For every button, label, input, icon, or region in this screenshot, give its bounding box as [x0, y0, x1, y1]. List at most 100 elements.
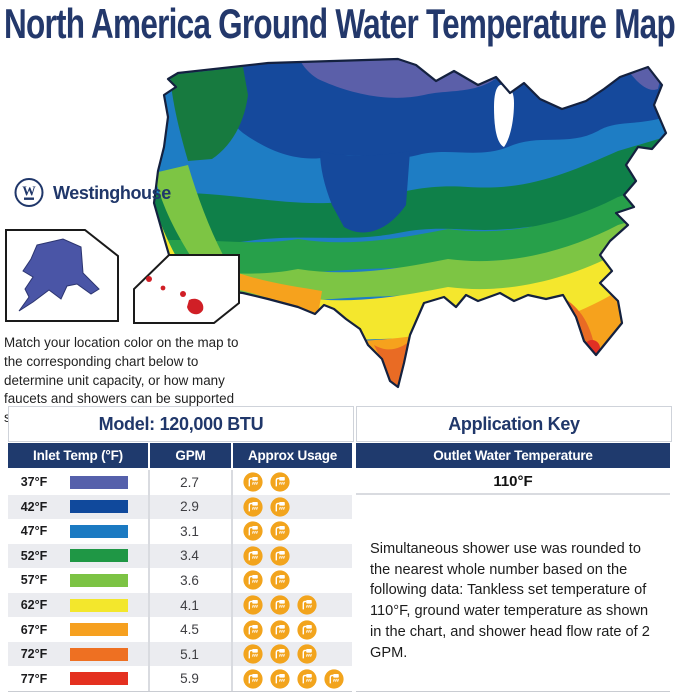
usage-icons [231, 619, 352, 640]
shower-icon [243, 497, 263, 517]
col-gpm: GPM [150, 443, 231, 468]
usage-icons [231, 497, 352, 517]
gpm-value: 4.5 [180, 622, 199, 638]
zone-navy-rockies [320, 151, 410, 233]
gpm-value: 3.6 [180, 572, 199, 588]
shower-icon [270, 521, 290, 541]
temp-color-swatch [70, 623, 128, 637]
shower-icon [270, 669, 290, 689]
shower-icon [243, 644, 263, 664]
shower-icon [270, 570, 290, 591]
temp-color-swatch [70, 672, 128, 686]
page-title: North America Ground Water Temperature M… [4, 0, 676, 47]
inlet-temp-label: 47°F [20, 524, 48, 539]
shower-icon [324, 669, 344, 689]
usage-icons [231, 546, 352, 566]
application-note: Simultaneous shower use was rounded to t… [370, 541, 650, 661]
gpm-value: 2.9 [180, 499, 199, 515]
table-row: 52°F 3.4 [8, 543, 352, 569]
temp-color-swatch [70, 500, 128, 514]
shower-icon [270, 497, 290, 517]
inlet-temp-label: 67°F [20, 622, 48, 637]
temp-color-swatch [70, 598, 128, 612]
usage-icons [231, 595, 352, 615]
shower-icon [243, 521, 263, 541]
column-header-row: Inlet Temp (°F) GPM Approx Usage [8, 443, 352, 468]
zone-coastgreen-pnw [170, 67, 248, 161]
gpm-value: 4.1 [180, 597, 199, 613]
gpm-value: 2.7 [180, 474, 199, 490]
zone-lightgreen [154, 209, 666, 305]
shower-icon [270, 595, 290, 615]
shower-icon [270, 619, 290, 640]
col-approx-usage: Approx Usage [233, 443, 352, 468]
hawaii-inset [133, 254, 240, 324]
intro-text: Match your location color on the map to … [4, 335, 239, 425]
table-row: 77°F 5.9 [8, 666, 352, 691]
zone-teal [154, 135, 666, 245]
svg-text:W: W [22, 184, 36, 199]
column-divider [148, 470, 150, 691]
hawaii-islands [146, 276, 204, 315]
zone-green [154, 181, 666, 277]
brand-lockup: W Westinghouse [12, 176, 171, 210]
inlet-temp-label: 42°F [20, 499, 48, 514]
inlet-temp-label: 77°F [20, 671, 48, 686]
zone-darkorange-florida [556, 297, 596, 355]
temp-color-swatch [70, 475, 128, 489]
table-row: 37°F 2.7 [8, 470, 352, 495]
shower-icon [243, 546, 263, 566]
column-divider [231, 470, 233, 691]
usage-icons [231, 570, 352, 591]
application-key-header: Application Key [356, 406, 672, 442]
table-row: 47°F 3.1 [8, 519, 352, 544]
shower-icon [270, 644, 290, 664]
usage-icons [231, 521, 352, 541]
shower-icon [243, 669, 263, 689]
gpm-value: 3.4 [180, 548, 199, 564]
col-inlet-temp: Inlet Temp (°F) [8, 443, 148, 468]
temp-color-swatch [70, 549, 128, 563]
shower-icon [243, 472, 263, 492]
shower-icon [297, 644, 317, 664]
zone-orange-southwest [236, 273, 322, 315]
alaska-inset [5, 229, 119, 322]
temp-color-swatch [70, 573, 128, 587]
temp-color-swatch [70, 524, 128, 538]
table-row: 62°F 4.1 [8, 592, 352, 618]
lake-michigan [494, 84, 514, 147]
inlet-temp-label: 37°F [20, 475, 48, 490]
shower-icon [270, 546, 290, 566]
usage-icons [231, 472, 352, 492]
outlet-water-temperature-label: Outlet Water Temperature [356, 443, 670, 468]
gpm-value: 3.1 [180, 523, 199, 539]
temp-color-swatch [70, 647, 128, 661]
shower-icon [297, 595, 317, 615]
westinghouse-logo-icon: W [14, 178, 44, 207]
usage-icons [231, 644, 352, 664]
shower-icon [297, 669, 317, 689]
shower-icon [243, 595, 263, 615]
usage-icons [231, 669, 352, 689]
shower-icon [243, 570, 263, 591]
table-row: 57°F 3.6 [8, 568, 352, 593]
inlet-temp-label: 62°F [20, 598, 48, 613]
table-row: 42°F 2.9 [8, 494, 352, 520]
shower-icon [297, 619, 317, 640]
application-key-body: 110°F Simultaneous shower use was rounde… [356, 470, 670, 692]
inlet-temp-label: 72°F [20, 647, 48, 662]
shower-icon [243, 619, 263, 640]
alaska-shape [18, 238, 100, 312]
capacity-table-body: 37°F 2.7 42°F 2.9 47°F 3.1 52°F 3.4 57°F 3.6 62°F 4… [8, 470, 352, 692]
outlet-header-row: Outlet Water Temperature [356, 443, 670, 468]
model-header: Model: 120,000 BTU [8, 406, 354, 442]
table-row: 67°F 4.5 [8, 617, 352, 642]
inlet-temp-label: 57°F [20, 573, 48, 588]
shower-icon [270, 472, 290, 492]
inlet-temp-label: 52°F [20, 548, 48, 563]
zone-lightgreen-california [154, 165, 234, 279]
outlet-temp-value: 110°F [356, 470, 670, 495]
gpm-value: 5.9 [180, 671, 199, 687]
brand-name: Westinghouse [53, 182, 171, 203]
